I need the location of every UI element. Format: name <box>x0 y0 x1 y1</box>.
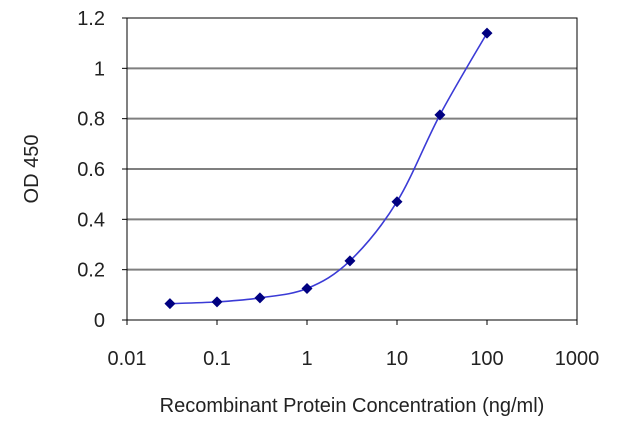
x-tick-label: 0.1 <box>203 348 231 370</box>
data-point <box>481 27 493 39</box>
x-axis-title: Recombinant Protein Concentration (ng/ml… <box>160 395 545 417</box>
data-point <box>344 255 356 267</box>
series <box>164 27 493 310</box>
data-point <box>301 283 313 295</box>
x-axis: 0.01 0.1 1 10 100 1000 <box>108 320 600 370</box>
y-tick-label: 1 <box>94 58 105 80</box>
y-tick-label: 1.2 <box>77 8 105 30</box>
grid <box>127 67 577 271</box>
x-tick-label: 1000 <box>555 348 600 370</box>
data-point <box>164 298 176 310</box>
x-tick-label: 100 <box>470 348 503 370</box>
y-tick-label: 0.6 <box>77 159 105 181</box>
data-point <box>391 196 403 208</box>
data-point <box>434 109 446 121</box>
x-tick-label: 0.01 <box>108 348 147 370</box>
x-tick-label: 1 <box>301 348 312 370</box>
x-tick-label: 10 <box>386 348 408 370</box>
y-tick-label: 0.8 <box>77 109 105 131</box>
y-tick-label: 0.2 <box>77 260 105 282</box>
y-tick-label: 0.4 <box>77 209 105 231</box>
y-axis-title: OD 450 <box>21 135 43 204</box>
y-tick-label: 0 <box>94 310 105 332</box>
data-point <box>254 292 266 304</box>
y-axis: 0 0.2 0.4 0.6 0.8 1 1.2 <box>77 8 127 332</box>
data-point <box>211 296 223 308</box>
